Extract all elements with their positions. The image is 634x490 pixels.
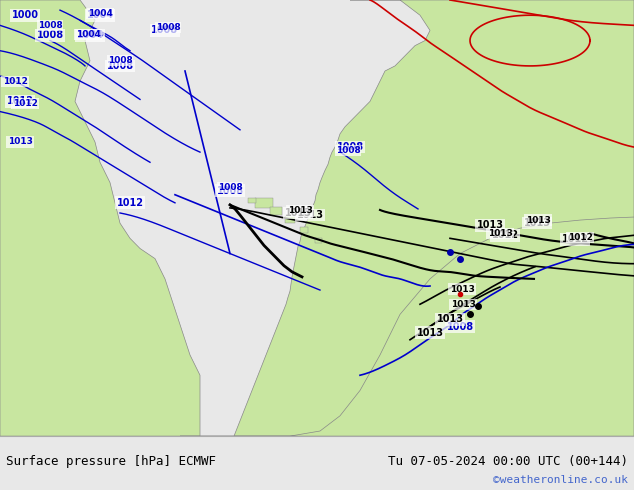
Text: 1008: 1008 [37, 21, 62, 30]
Text: 1004: 1004 [77, 30, 103, 41]
Text: 1008: 1008 [36, 30, 63, 41]
Text: 1008: 1008 [217, 183, 242, 192]
Text: ©weatheronline.co.uk: ©weatheronline.co.uk [493, 475, 628, 485]
Text: 1008: 1008 [337, 142, 363, 152]
Text: 1008: 1008 [335, 146, 360, 155]
Text: 1004: 1004 [86, 10, 113, 20]
Text: 1013: 1013 [288, 206, 313, 216]
Text: 1004: 1004 [87, 9, 112, 18]
Text: 1008: 1008 [152, 25, 179, 35]
Text: 1013: 1013 [477, 220, 503, 230]
Polygon shape [255, 198, 273, 208]
Text: 1013: 1013 [436, 315, 463, 324]
Polygon shape [300, 227, 308, 233]
Polygon shape [180, 217, 634, 436]
Text: 1013: 1013 [488, 229, 512, 238]
Text: 1013: 1013 [297, 210, 323, 220]
Text: 1008: 1008 [216, 186, 243, 196]
Text: 1004: 1004 [75, 30, 100, 39]
Text: 1013: 1013 [8, 138, 32, 147]
Text: 1013: 1013 [450, 285, 474, 294]
Text: 1012: 1012 [491, 230, 519, 240]
Text: 1008: 1008 [108, 56, 133, 65]
Polygon shape [0, 0, 200, 436]
Text: 1012: 1012 [562, 234, 588, 245]
Text: 1013: 1013 [451, 300, 476, 309]
Text: 1012: 1012 [3, 76, 27, 86]
Text: Surface pressure [hPa] ECMWF: Surface pressure [hPa] ECMWF [6, 455, 216, 468]
Text: 1012: 1012 [13, 99, 37, 108]
Text: 1013: 1013 [524, 218, 550, 228]
Text: 1008: 1008 [155, 23, 181, 32]
Text: 1008: 1008 [446, 321, 474, 332]
Polygon shape [285, 216, 295, 223]
Text: 1013: 1013 [526, 216, 550, 224]
Text: 1012: 1012 [6, 97, 34, 106]
Text: 1000: 1000 [11, 10, 39, 20]
Text: 1013: 1013 [285, 208, 311, 218]
Text: 1012: 1012 [117, 198, 143, 208]
Polygon shape [248, 198, 256, 203]
Polygon shape [315, 238, 322, 244]
Text: Tu 07-05-2024 00:00 UTC (00+144): Tu 07-05-2024 00:00 UTC (00+144) [387, 455, 628, 468]
Text: 1013: 1013 [417, 328, 444, 338]
Polygon shape [270, 207, 282, 215]
Text: 1012: 1012 [567, 233, 592, 242]
Text: 1008: 1008 [107, 61, 134, 71]
Polygon shape [234, 0, 634, 436]
